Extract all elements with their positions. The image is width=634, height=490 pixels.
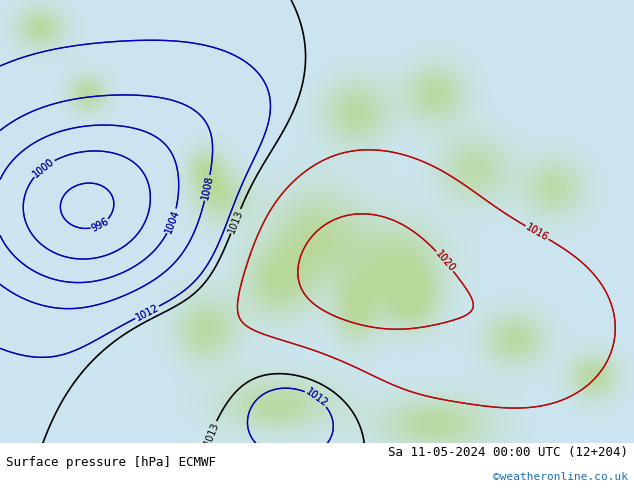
Text: Surface pressure [hPa] ECMWF: Surface pressure [hPa] ECMWF bbox=[6, 457, 216, 469]
Text: 996: 996 bbox=[89, 216, 110, 234]
Text: 1000: 1000 bbox=[31, 156, 56, 179]
Text: 1020: 1020 bbox=[433, 248, 456, 274]
Text: Sa 11-05-2024 00:00 UTC (12+204): Sa 11-05-2024 00:00 UTC (12+204) bbox=[387, 446, 628, 459]
Text: 1004: 1004 bbox=[164, 208, 181, 234]
Text: 1012: 1012 bbox=[134, 302, 160, 322]
Text: 1012: 1012 bbox=[304, 387, 330, 409]
Text: 1000: 1000 bbox=[31, 156, 56, 179]
Text: 996: 996 bbox=[89, 216, 110, 234]
Text: 1016: 1016 bbox=[524, 222, 550, 243]
Text: 1013: 1013 bbox=[226, 208, 245, 234]
Text: 1008: 1008 bbox=[200, 175, 215, 201]
Text: 1012: 1012 bbox=[304, 387, 330, 409]
Text: ©weatheronline.co.uk: ©weatheronline.co.uk bbox=[493, 472, 628, 482]
Text: 1020: 1020 bbox=[433, 248, 456, 274]
Text: 1004: 1004 bbox=[164, 208, 181, 234]
Text: 1012: 1012 bbox=[134, 302, 160, 322]
Text: 1013: 1013 bbox=[202, 420, 221, 446]
Text: 1008: 1008 bbox=[200, 175, 215, 201]
Text: 1016: 1016 bbox=[524, 222, 550, 243]
